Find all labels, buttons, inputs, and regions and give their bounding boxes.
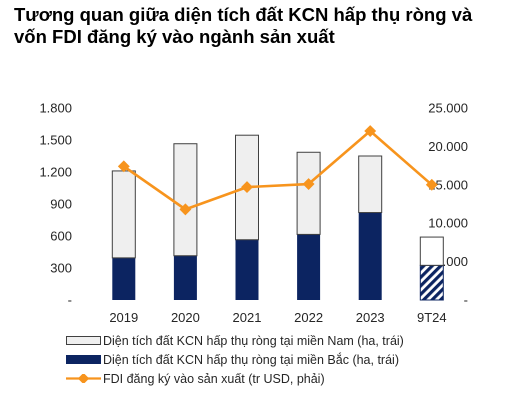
right-axis-tick-label: 15.000: [428, 177, 468, 192]
right-axis-tick-label: 20.000: [428, 139, 468, 154]
bar-north-2022: [297, 234, 321, 300]
right-axis-tick-label: 10.000: [428, 216, 468, 231]
left-axis-tick-label: -: [68, 293, 72, 308]
x-axis-tick-label: 2023: [356, 310, 385, 325]
left-axis-tick-label: 600: [50, 229, 72, 244]
x-axis-tick-label: 2020: [171, 310, 200, 325]
fdi-line: [123, 129, 433, 211]
bar-south-2023: [358, 155, 383, 214]
left-axis-tick-label: 1.800: [39, 101, 72, 116]
legend-swatch-south: [66, 336, 101, 345]
legend-item-fdi: FDI đăng ký vào sản xuất (tr USD, phải): [66, 369, 404, 388]
x-axis-tick-label: 9T24: [417, 310, 447, 325]
legend-swatch-north: [66, 355, 101, 364]
right-axis-tick-label: 25.000: [428, 101, 468, 116]
bar-north-2021: [235, 239, 259, 300]
x-axis-tick-label: 2019: [109, 310, 138, 325]
bar-north-9t24: [419, 264, 444, 301]
bar-north-2020: [173, 255, 197, 300]
bar-south-9t24: [419, 236, 444, 266]
chart-legend: Diện tích đất KCN hấp thụ ròng tại miền …: [66, 331, 404, 388]
legend-item-south: Diện tích đất KCN hấp thụ ròng tại miền …: [66, 331, 404, 350]
left-axis-tick-label: 1.200: [39, 165, 72, 180]
bar-south-2022: [296, 151, 321, 235]
right-axis-tick-label: -: [464, 293, 468, 308]
x-axis-tick-label: 2021: [233, 310, 262, 325]
legend-item-north: Diện tích đất KCN hấp thụ ròng tại miền …: [66, 350, 404, 369]
left-axis-tick-label: 900: [50, 197, 72, 212]
legend-swatch-fdi: [66, 374, 101, 383]
left-axis-tick-label: 1.500: [39, 133, 72, 148]
left-axis-tick-label: 300: [50, 261, 72, 276]
legend-label-south: Diện tích đất KCN hấp thụ ròng tại miền …: [103, 333, 404, 348]
chart-title: Tương quan giữa diện tích đất KCN hấp th…: [14, 4, 473, 47]
bar-south-2019: [111, 170, 136, 259]
bar-north-2019: [112, 257, 136, 300]
bar-south-2020: [173, 143, 198, 257]
legend-label-north: Diện tích đất KCN hấp thụ ròng tại miền …: [103, 352, 399, 367]
fdi-point-2021: [241, 181, 253, 194]
x-axis-tick-label: 2022: [294, 310, 323, 325]
legend-label-fdi: FDI đăng ký vào sản xuất (tr USD, phải): [103, 371, 325, 386]
bar-north-2023: [358, 212, 382, 300]
